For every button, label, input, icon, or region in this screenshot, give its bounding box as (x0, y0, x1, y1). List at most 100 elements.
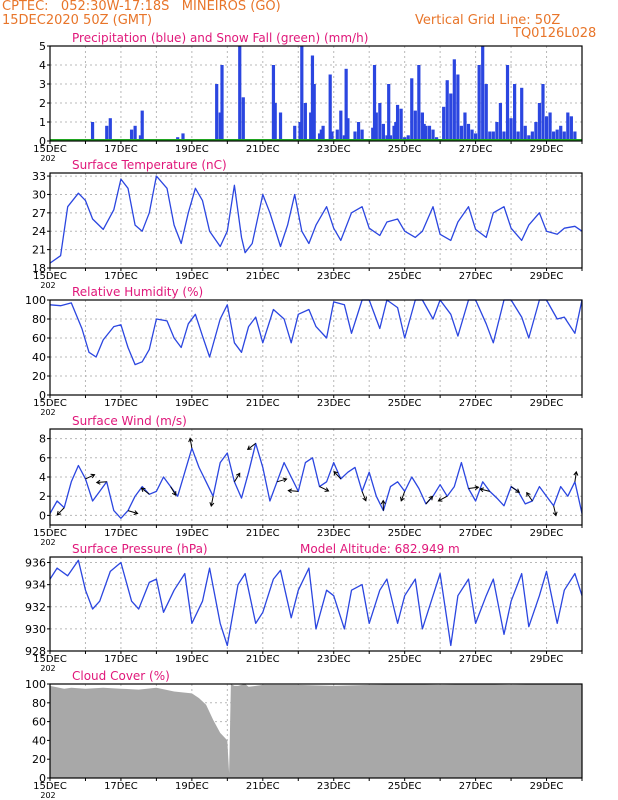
rh-series-line (49, 299, 583, 366)
precip-bar (241, 97, 245, 141)
wind-arrow (319, 486, 329, 492)
precip-bar (544, 116, 549, 141)
temp-series-line (49, 175, 583, 264)
precip-bar (552, 131, 556, 141)
precip-bar (470, 129, 474, 141)
y-tick-label: 934 (25, 579, 46, 592)
precip-bar (298, 122, 302, 141)
precip-bar (527, 135, 531, 141)
precip-bar (342, 135, 346, 141)
precip-bar (523, 125, 527, 141)
wind-arrow (234, 473, 241, 483)
header-grid-note: Vertical Grid Line: 50Z (415, 13, 561, 28)
precip-bar (133, 125, 137, 141)
x-tick-label: 17DEC (104, 781, 138, 792)
x-tick-label: 19DEC (175, 528, 209, 539)
x-tick-label: 17DEC (104, 528, 138, 539)
wind-arrow (438, 495, 448, 502)
precip-bar (300, 46, 304, 141)
wind-arrow (96, 481, 107, 483)
precip-bar (293, 125, 297, 141)
precip-bar (138, 135, 143, 141)
x-tick-label: 17DEC (104, 398, 138, 409)
precip-bar (459, 125, 464, 141)
precip-bar (215, 84, 219, 141)
y-tick-label: 20 (32, 753, 46, 766)
y-tick-label: 60 (32, 332, 46, 345)
y-tick-label: 0 (39, 389, 46, 402)
precip-bar (90, 122, 95, 141)
precip-bar (548, 112, 552, 141)
wind-arrow (141, 487, 150, 495)
wind-arrowhead (95, 479, 101, 485)
precip-bar (374, 112, 378, 141)
x-tick-label: 29DEC (530, 398, 564, 409)
wind-arrowhead (56, 510, 62, 516)
panel-frame (49, 556, 583, 652)
precip-bar (392, 125, 396, 141)
wind-arrow (468, 486, 479, 490)
precip-bar (513, 84, 517, 141)
x-year-label: 202 (40, 408, 55, 417)
x-year-label: 202 (40, 664, 55, 673)
x-tick-label: 21DEC (246, 144, 280, 155)
precip-bar (466, 123, 471, 141)
wind-arrowhead (362, 496, 367, 502)
precip-bar (317, 133, 322, 141)
wind-arrowhead (380, 499, 386, 505)
wind-arrowhead (526, 491, 531, 497)
precip-bar (378, 103, 382, 141)
x-tick-label: 17DEC (104, 654, 138, 665)
x-tick-label: 27DEC (459, 654, 493, 665)
x-tick-label: 19DEC (175, 654, 209, 665)
temp-panel: 18 21 24 27 30 33 15DEC 17DEC 19DEC 21DEC 23DEC 25D… (32, 158, 583, 290)
precip-bar (181, 133, 185, 141)
wind-panel: 0 2 4 6 8 15DEC 17DEC 19DEC 21DEC 23DEC 25DEC 27DEC… (33, 414, 583, 547)
precip-bar (372, 65, 377, 141)
x-tick-label: 25DEC (388, 654, 422, 665)
wind-arrow (333, 471, 342, 480)
y-tick-label: 60 (32, 716, 46, 729)
precip-bar (495, 122, 499, 141)
y-tick-label: 80 (32, 313, 46, 326)
y-tick-label: 18 (32, 262, 46, 275)
x-tick-label: 21DEC (246, 271, 280, 282)
precip-bar (445, 80, 449, 141)
x-tick-label: 27DEC (459, 144, 493, 155)
x-tick-label: 29DEC (530, 528, 564, 539)
precip-bar (562, 131, 566, 141)
panel-frame (49, 172, 583, 269)
wind-arrowhead (474, 485, 480, 491)
precip-bar (573, 131, 577, 141)
precip-bar (488, 131, 492, 141)
y-tick-label: 3 (39, 78, 46, 91)
x-tick-label: 21DEC (246, 528, 280, 539)
precip-bar (303, 103, 307, 141)
precip-bar (422, 123, 426, 141)
wind-arrowhead (287, 488, 293, 494)
x-tick-label: 15DEC (33, 781, 67, 792)
header-model-code: TQ0126L028 (513, 26, 597, 41)
wind-arrowhead (140, 487, 146, 493)
x-tick-label: 25DEC (388, 144, 422, 155)
x-tick-label: 29DEC (530, 781, 564, 792)
precip-bar (452, 59, 456, 141)
x-tick-label: 21DEC (246, 654, 280, 665)
wind-arrow (288, 490, 299, 492)
precip-bar (381, 123, 385, 141)
precip-bar (413, 110, 417, 141)
precip-bar (220, 65, 224, 141)
panel-frame (49, 45, 583, 142)
precip-bar (566, 112, 570, 141)
wind-arrowhead (246, 445, 252, 451)
x-year-label: 202 (40, 538, 55, 547)
precip-bar (456, 74, 460, 141)
wind-arrowhead (515, 488, 521, 493)
x-tick-label: 15DEC (33, 144, 67, 155)
y-tick-label: 100 (25, 294, 46, 307)
wind-arrowhead (399, 496, 405, 502)
precip-bar (310, 55, 315, 141)
header-timestamp: 15DEC2020 50Z (GMT) (2, 13, 153, 28)
precip-bar (410, 78, 414, 141)
precip-bar (427, 125, 432, 141)
